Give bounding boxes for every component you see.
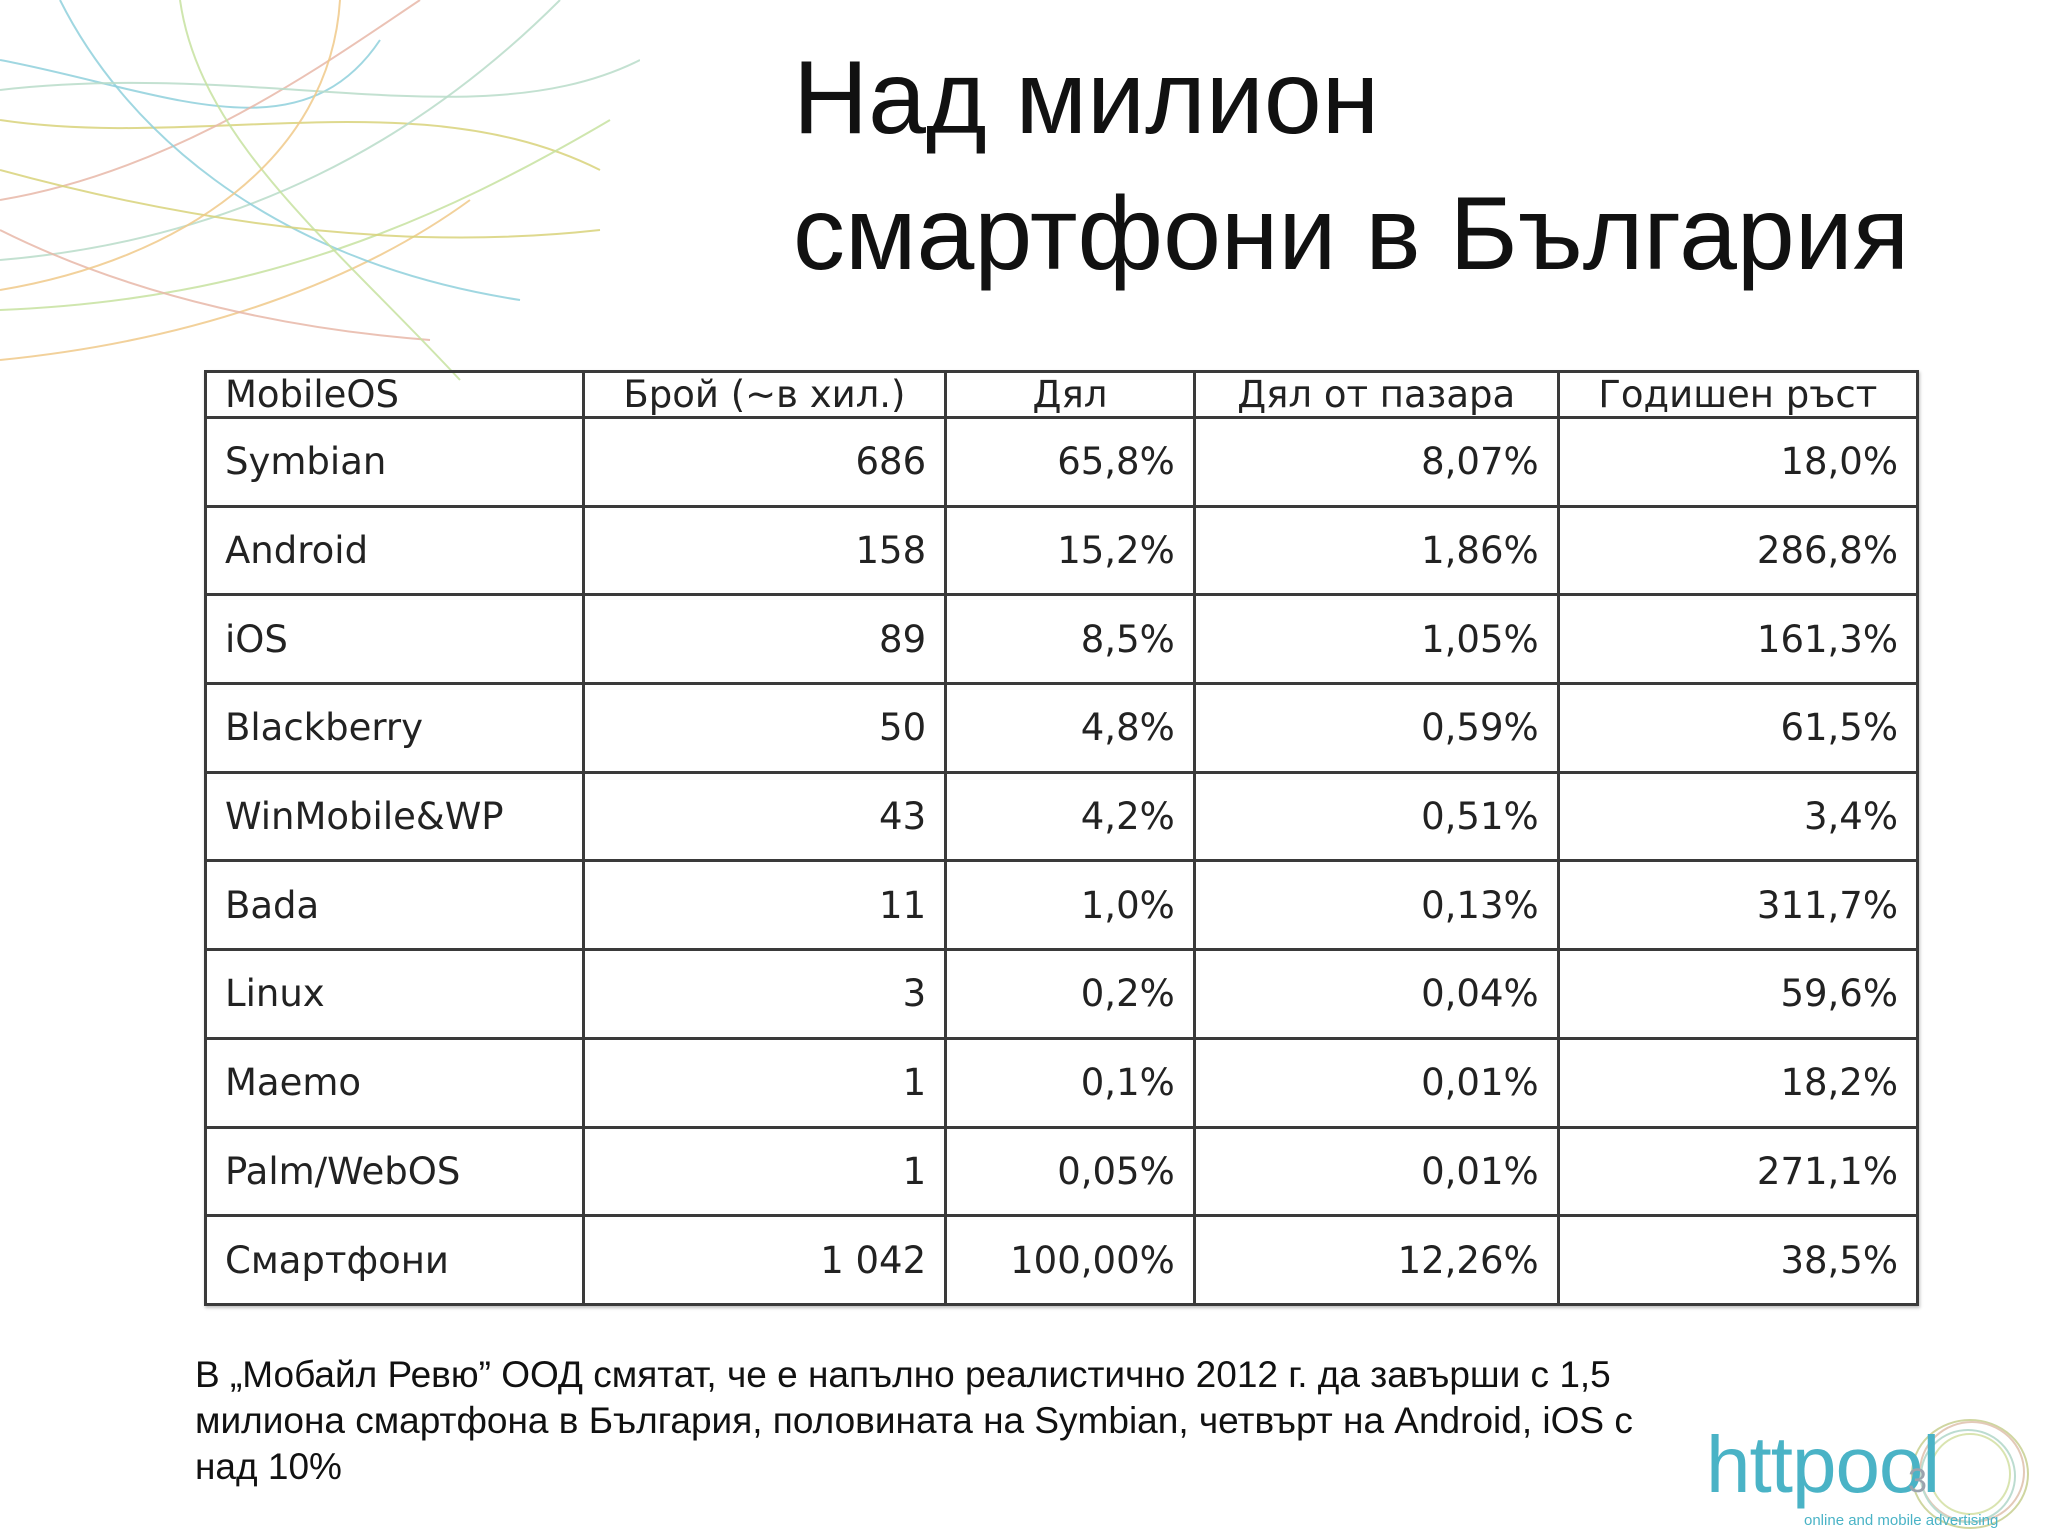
cell-annual-growth: 18,2% (1556, 1036, 1920, 1129)
cell-annual-growth: 3,4% (1556, 770, 1920, 863)
cell-share: 1,0% (944, 859, 1196, 952)
logo-rings-icon (1911, 1419, 2029, 1529)
cell-annual-growth: 311,7% (1556, 859, 1920, 952)
swirl-line (0, 0, 421, 201)
table-header-row: MobileOS Брой (~в хил.) Дял Дял от пазар… (204, 370, 1920, 419)
cell-share: 0,1% (944, 1036, 1196, 1129)
cell-market-share: 8,07% (1192, 416, 1560, 508)
header-annual-growth: Годишен ръст (1556, 370, 1920, 419)
table-row: WinMobile&WP 43 4,2% 0,51% 3,4% (204, 770, 1920, 863)
page-number: 3 (1908, 1462, 1927, 1500)
cell-share: 100,00% (944, 1214, 1196, 1306)
cell-market-share: 12,26% (1192, 1214, 1560, 1306)
httpool-logo: httpool online and mobile advertising (1700, 1412, 2040, 1536)
cell-os-name: Android (204, 504, 585, 597)
cell-share: 4,2% (944, 770, 1196, 863)
cell-share: 0,05% (944, 1125, 1196, 1218)
cell-count: 158 (581, 504, 948, 597)
cell-count: 1 042 (581, 1214, 948, 1306)
cell-market-share: 0,59% (1192, 682, 1560, 774)
footnote-line-1: В „Мобайл Ревю” ООД смятат, че е напълно… (195, 1354, 1611, 1395)
cell-market-share: 1,86% (1192, 504, 1560, 597)
cell-os-name: Maemo (204, 1036, 585, 1129)
cell-market-share: 0,01% (1192, 1036, 1560, 1129)
cell-os-name: WinMobile&WP (204, 770, 585, 863)
slide-title-line-2: смартфони в България (793, 176, 1910, 292)
cell-annual-growth: 161,3% (1556, 593, 1920, 686)
table-row: Linux 3 0,2% 0,04% 59,6% (204, 948, 1920, 1040)
table-row: Maemo 1 0,1% 0,01% 18,2% (204, 1036, 1920, 1129)
footnote-text: В „Мобайл Ревю” ООД смятат, че е напълно… (195, 1352, 1775, 1490)
table-row: Android 158 15,2% 1,86% 286,8% (204, 504, 1920, 597)
cell-os-name: Blackberry (204, 682, 585, 774)
table-row: Bada 11 1,0% 0,13% 311,7% (204, 859, 1920, 952)
swirl-line (0, 0, 561, 261)
swirl-line (0, 229, 431, 341)
table-row: Смартфони 1 042 100,00% 12,26% 38,5% (204, 1214, 1920, 1306)
header-count: Брой (~в хил.) (581, 370, 948, 419)
swirl-line (0, 169, 601, 239)
cell-os-name: Bada (204, 859, 585, 952)
table-row: iOS 89 8,5% 1,05% 161,3% (204, 593, 1920, 686)
cell-count: 50 (581, 682, 948, 774)
cell-annual-growth: 286,8% (1556, 504, 1920, 597)
slide-title: Над милион смартфони в България (793, 30, 1909, 302)
mobile-os-table: MobileOS Брой (~в хил.) Дял Дял от пазар… (204, 370, 1920, 1306)
swirl-line (0, 39, 381, 109)
logo-tagline: online and mobile advertising (1804, 1512, 1999, 1529)
cell-market-share: 0,01% (1192, 1125, 1560, 1218)
swirl-line (0, 59, 640, 98)
cell-market-share: 0,51% (1192, 770, 1560, 863)
cell-share: 0,2% (944, 948, 1196, 1040)
cell-os-name: Смартфони (204, 1214, 585, 1306)
footnote-line-2: милиона смартфона в България, половината… (195, 1400, 1633, 1441)
cell-count: 43 (581, 770, 948, 863)
swirl-line (0, 0, 341, 291)
header-mobile-os: MobileOS (204, 370, 585, 419)
table-row: Symbian 686 65,8% 8,07% 18,0% (204, 416, 1920, 508)
header-market-share: Дял от пазара (1192, 370, 1560, 419)
table-body: Symbian 686 65,8% 8,07% 18,0% Android 158 15,2%… (204, 416, 1920, 1306)
cell-count: 1 (581, 1036, 948, 1129)
cell-share: 65,8% (944, 416, 1196, 508)
swirl-line (179, 0, 461, 381)
swirl-line (59, 0, 521, 301)
cell-share: 15,2% (944, 504, 1196, 597)
cell-share: 4,8% (944, 682, 1196, 774)
cell-market-share: 0,13% (1192, 859, 1560, 952)
mobile-os-table-frame: MobileOS Брой (~в хил.) Дял Дял от пазар… (204, 370, 1920, 1306)
cell-annual-growth: 38,5% (1556, 1214, 1920, 1306)
header-share: Дял (944, 370, 1196, 419)
cell-os-name: Linux (204, 948, 585, 1040)
cell-os-name: Palm/WebOS (204, 1125, 585, 1218)
cell-market-share: 0,04% (1192, 948, 1560, 1040)
cell-annual-growth: 61,5% (1556, 682, 1920, 774)
cell-os-name: iOS (204, 593, 585, 686)
cell-annual-growth: 18,0% (1556, 416, 1920, 508)
cell-annual-growth: 271,1% (1556, 1125, 1920, 1218)
cell-share: 8,5% (944, 593, 1196, 686)
swirl-line (0, 119, 611, 311)
cell-count: 3 (581, 948, 948, 1040)
cell-count: 1 (581, 1125, 948, 1218)
swirl-line (0, 199, 471, 361)
slide-title-line-1: Над милион (793, 40, 1380, 156)
cell-annual-growth: 59,6% (1556, 948, 1920, 1040)
logo-wordmark: httpool (1706, 1420, 1940, 1509)
cell-count: 686 (581, 416, 948, 508)
cell-market-share: 1,05% (1192, 593, 1560, 686)
table-row: Blackberry 50 4,8% 0,59% 61,5% (204, 682, 1920, 774)
footnote-line-3: над 10% (195, 1446, 342, 1487)
cell-os-name: Symbian (204, 416, 585, 508)
swirl-line (0, 119, 601, 171)
table-row: Palm/WebOS 1 0,05% 0,01% 271,1% (204, 1125, 1920, 1218)
cell-count: 89 (581, 593, 948, 686)
cell-count: 11 (581, 859, 948, 952)
decorative-swirl-lines (0, 0, 640, 381)
